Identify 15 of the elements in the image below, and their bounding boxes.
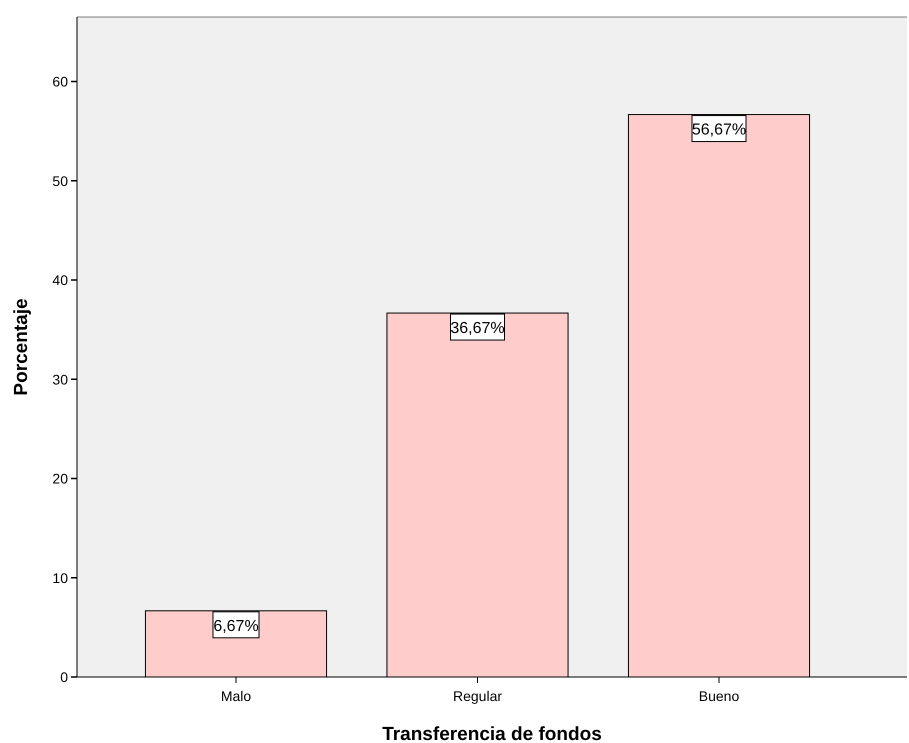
x-axis-title: Transferencia de fondos (382, 724, 602, 743)
data-label: 36,67% (450, 320, 505, 338)
y-tick-label: 20 (52, 470, 68, 487)
y-tick-label: 10 (52, 570, 68, 586)
data-label: 56,67% (692, 122, 746, 139)
y-tick-label: 50 (52, 172, 68, 189)
x-tick-label: Regular (452, 688, 502, 704)
y-tick-label: 0 (60, 669, 68, 685)
y-tick-label: 30 (52, 371, 68, 388)
x-tick-label: Bueno (698, 688, 740, 704)
x-tick-label: Malo (220, 688, 252, 704)
y-tick-label: 60 (52, 74, 68, 90)
y-axis-title: Porcentaje (11, 298, 32, 396)
y-tick-label: 40 (52, 272, 68, 288)
data-label: 6,67% (213, 618, 259, 635)
